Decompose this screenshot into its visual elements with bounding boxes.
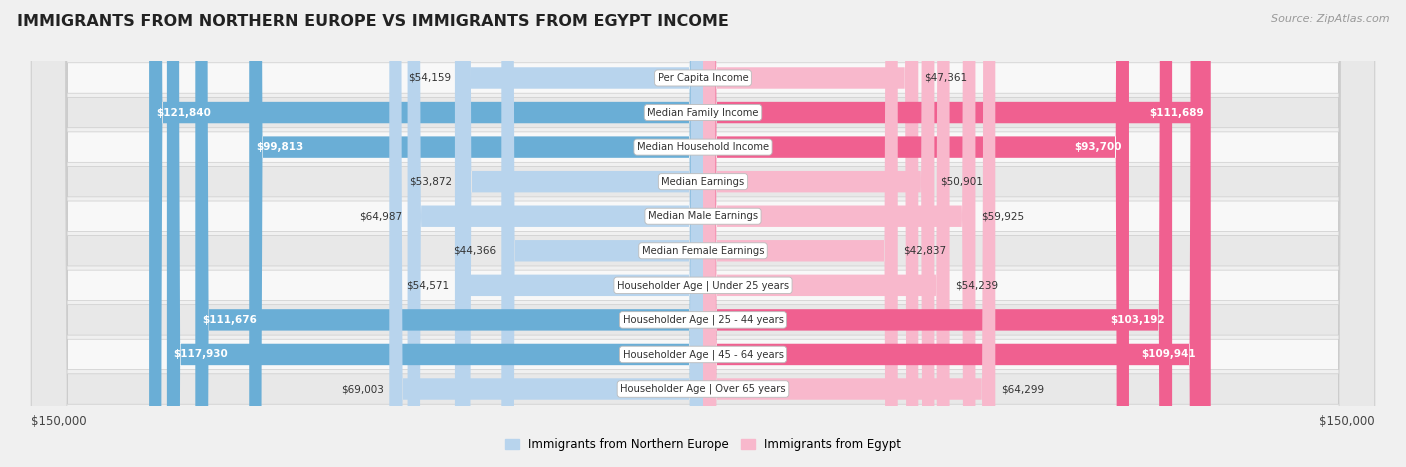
- Text: Householder Age | Over 65 years: Householder Age | Over 65 years: [620, 384, 786, 394]
- Text: $54,239: $54,239: [955, 280, 998, 290]
- Text: Source: ZipAtlas.com: Source: ZipAtlas.com: [1271, 14, 1389, 24]
- Text: Householder Age | 25 - 44 years: Householder Age | 25 - 44 years: [623, 315, 783, 325]
- FancyBboxPatch shape: [456, 0, 703, 467]
- FancyBboxPatch shape: [502, 0, 703, 467]
- Text: Householder Age | 45 - 64 years: Householder Age | 45 - 64 years: [623, 349, 783, 360]
- FancyBboxPatch shape: [195, 0, 703, 467]
- FancyBboxPatch shape: [31, 0, 1375, 467]
- FancyBboxPatch shape: [408, 0, 703, 467]
- FancyBboxPatch shape: [31, 0, 1375, 467]
- Text: IMMIGRANTS FROM NORTHERN EUROPE VS IMMIGRANTS FROM EGYPT INCOME: IMMIGRANTS FROM NORTHERN EUROPE VS IMMIG…: [17, 14, 728, 29]
- Text: Median Earnings: Median Earnings: [661, 177, 745, 187]
- Text: $50,901: $50,901: [939, 177, 983, 187]
- FancyBboxPatch shape: [167, 0, 703, 467]
- Legend: Immigrants from Northern Europe, Immigrants from Egypt: Immigrants from Northern Europe, Immigra…: [501, 433, 905, 456]
- FancyBboxPatch shape: [703, 0, 1202, 467]
- FancyBboxPatch shape: [31, 0, 1375, 467]
- FancyBboxPatch shape: [31, 0, 1375, 467]
- FancyBboxPatch shape: [703, 0, 995, 467]
- Text: $47,361: $47,361: [924, 73, 967, 83]
- Text: Median Household Income: Median Household Income: [637, 142, 769, 152]
- Text: $42,837: $42,837: [903, 246, 946, 256]
- Text: Per Capita Income: Per Capita Income: [658, 73, 748, 83]
- FancyBboxPatch shape: [31, 0, 1375, 467]
- FancyBboxPatch shape: [149, 0, 703, 467]
- FancyBboxPatch shape: [249, 0, 703, 467]
- Text: $64,987: $64,987: [359, 211, 402, 221]
- FancyBboxPatch shape: [389, 0, 703, 467]
- FancyBboxPatch shape: [457, 0, 703, 467]
- Text: $59,925: $59,925: [981, 211, 1024, 221]
- Text: $54,571: $54,571: [406, 280, 450, 290]
- Text: $69,003: $69,003: [342, 384, 384, 394]
- Text: $111,676: $111,676: [202, 315, 257, 325]
- Text: Median Male Earnings: Median Male Earnings: [648, 211, 758, 221]
- Text: $121,840: $121,840: [156, 107, 211, 118]
- FancyBboxPatch shape: [31, 0, 1375, 467]
- Text: Householder Age | Under 25 years: Householder Age | Under 25 years: [617, 280, 789, 290]
- FancyBboxPatch shape: [703, 0, 918, 467]
- Text: $109,941: $109,941: [1142, 349, 1197, 360]
- Text: $99,813: $99,813: [256, 142, 304, 152]
- FancyBboxPatch shape: [31, 0, 1375, 467]
- Text: $111,689: $111,689: [1149, 107, 1204, 118]
- FancyBboxPatch shape: [703, 0, 1173, 467]
- Text: $117,930: $117,930: [174, 349, 228, 360]
- Text: $53,872: $53,872: [409, 177, 453, 187]
- Text: $150,000: $150,000: [31, 415, 87, 428]
- Text: $150,000: $150,000: [1319, 415, 1375, 428]
- FancyBboxPatch shape: [703, 0, 935, 467]
- FancyBboxPatch shape: [703, 0, 976, 467]
- Text: $54,159: $54,159: [408, 73, 451, 83]
- Text: $93,700: $93,700: [1074, 142, 1122, 152]
- FancyBboxPatch shape: [703, 0, 1129, 467]
- FancyBboxPatch shape: [703, 0, 1211, 467]
- FancyBboxPatch shape: [703, 0, 898, 467]
- FancyBboxPatch shape: [31, 0, 1375, 467]
- FancyBboxPatch shape: [458, 0, 703, 467]
- FancyBboxPatch shape: [31, 0, 1375, 467]
- Text: $103,192: $103,192: [1111, 315, 1166, 325]
- Text: $64,299: $64,299: [1001, 384, 1043, 394]
- FancyBboxPatch shape: [31, 0, 1375, 467]
- Text: Median Family Income: Median Family Income: [647, 107, 759, 118]
- Text: $44,366: $44,366: [453, 246, 496, 256]
- Text: Median Female Earnings: Median Female Earnings: [641, 246, 765, 256]
- FancyBboxPatch shape: [703, 0, 949, 467]
